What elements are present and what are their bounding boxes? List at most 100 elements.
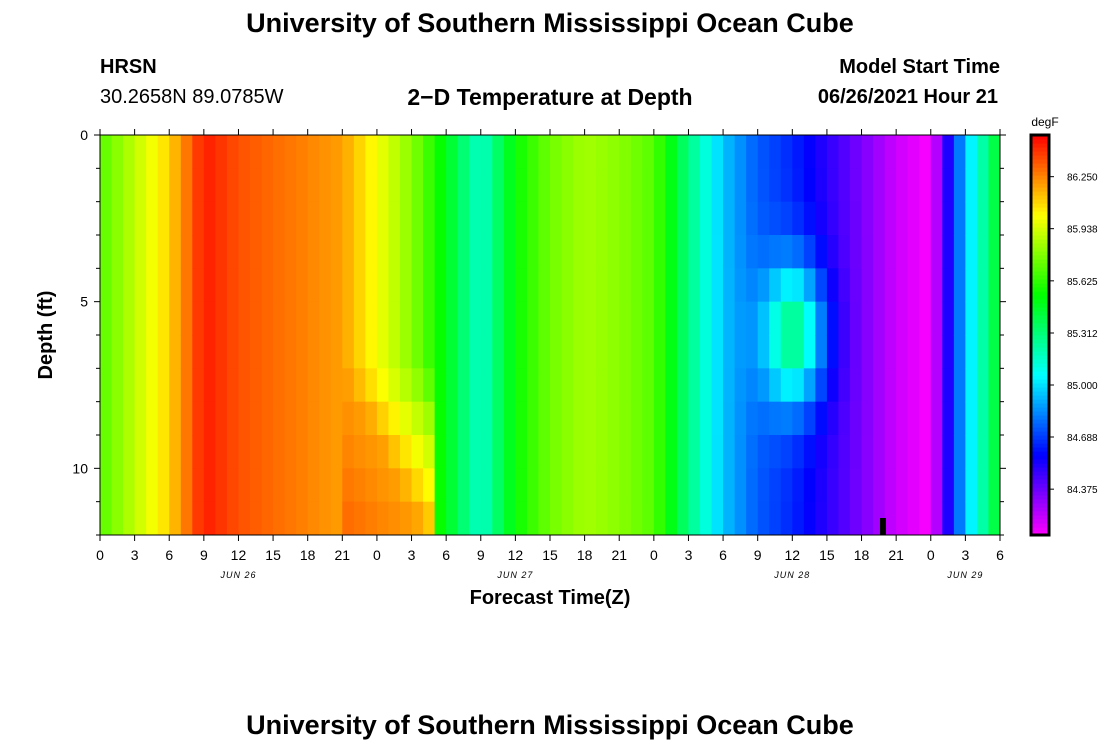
heatmap-cell — [503, 168, 516, 203]
heatmap-cell — [561, 368, 574, 403]
heatmap-cell — [584, 368, 597, 403]
heatmap-cell — [988, 301, 1000, 336]
heatmap-cell — [642, 301, 655, 336]
x-tick-label: 21 — [888, 547, 904, 563]
heatmap-cell — [907, 401, 920, 436]
x-tick-label: 6 — [719, 547, 727, 563]
heatmap-cell — [192, 401, 205, 436]
heatmap-cell — [676, 401, 690, 436]
heatmap-cell — [226, 468, 240, 503]
heatmap-cell — [653, 201, 666, 236]
heatmap-cell — [838, 368, 851, 403]
heatmap-cell — [988, 168, 1000, 203]
heatmap-cell — [896, 201, 909, 236]
heatmap-cell — [261, 201, 274, 236]
colorbar-segment — [1031, 239, 1049, 244]
heatmap-cell — [676, 201, 690, 236]
heatmap-cell — [930, 268, 943, 303]
heatmap-cell — [584, 401, 597, 436]
heatmap-cell — [423, 435, 436, 469]
heatmap-cell — [434, 501, 447, 535]
heatmap-cell — [307, 201, 320, 236]
heatmap-cell — [861, 135, 874, 169]
heatmap-cell — [492, 435, 505, 469]
heatmap-cell — [203, 268, 216, 303]
heatmap-cell — [226, 368, 240, 403]
heatmap-cell — [503, 368, 516, 403]
heatmap-cell — [273, 268, 286, 303]
date-label: JUN 29 — [946, 570, 983, 580]
heatmap-cell — [573, 368, 586, 403]
heatmap-cell — [250, 435, 263, 469]
heatmap-cell — [596, 301, 609, 336]
heatmap-cell — [376, 401, 390, 436]
heatmap-cell — [734, 335, 747, 369]
heatmap-cell — [307, 368, 320, 403]
heatmap-cell — [734, 235, 747, 269]
heatmap-cell — [400, 435, 413, 469]
heatmap-cell — [561, 401, 574, 436]
heatmap-cell — [353, 201, 366, 236]
x-tick-label: 15 — [542, 547, 558, 563]
heatmap-cell — [342, 368, 355, 403]
heatmap-cell — [607, 201, 620, 236]
heatmap-cell — [757, 335, 770, 369]
heatmap-cell — [134, 468, 147, 503]
heatmap-cell — [757, 168, 770, 203]
heatmap-cell — [515, 501, 528, 535]
heatmap-cell — [919, 435, 932, 469]
heatmap-cell — [873, 335, 886, 369]
heatmap-cell — [792, 268, 805, 303]
heatmap-cell — [330, 168, 343, 203]
heatmap-cell — [884, 135, 897, 169]
heatmap-cell — [330, 401, 343, 436]
heatmap-cell — [584, 268, 597, 303]
heatmap-cell — [561, 135, 574, 169]
heatmap-cell — [803, 301, 816, 336]
heatmap-cell — [296, 368, 309, 403]
heatmap-cell — [469, 168, 482, 203]
colorbar-segment — [1031, 395, 1049, 400]
heatmap-cell — [169, 368, 182, 403]
heatmap-cell — [826, 135, 840, 169]
heatmap-cell — [446, 235, 459, 269]
heatmap-cell — [850, 235, 863, 269]
heatmap-cell — [169, 301, 182, 336]
heatmap-cell — [769, 235, 782, 269]
heatmap-cell — [711, 468, 724, 503]
heatmap-cell — [203, 435, 216, 469]
heatmap-cell — [423, 135, 436, 169]
heatmap-cell — [515, 268, 528, 303]
heatmap-cell — [630, 268, 643, 303]
colorbar-segment — [1031, 355, 1049, 360]
heatmap-cell — [550, 268, 563, 303]
colorbar-segment — [1031, 159, 1049, 164]
colorbar-segment — [1031, 251, 1049, 256]
footer-title: University of Southern Mississippi Ocean… — [246, 710, 854, 740]
heatmap-cell — [596, 368, 609, 403]
heatmap-cell — [250, 301, 263, 336]
heatmap-cell — [780, 501, 793, 535]
heatmap-cell — [180, 368, 193, 403]
heatmap-cell — [780, 201, 793, 236]
colorbar-segment — [1031, 511, 1049, 516]
heatmap-cell — [976, 435, 990, 469]
heatmap-cell — [861, 168, 874, 203]
heatmap-cell — [573, 301, 586, 336]
colorbar-segment — [1031, 155, 1049, 160]
heatmap-cell — [480, 168, 493, 203]
heatmap-cell — [861, 301, 874, 336]
heatmap-cell — [550, 401, 563, 436]
heatmap-cell — [226, 201, 240, 236]
heatmap-cell — [584, 435, 597, 469]
x-tick-label: 15 — [819, 547, 835, 563]
heatmap-cell — [723, 168, 736, 203]
heatmap-cell — [919, 235, 932, 269]
heatmap-cell — [469, 435, 482, 469]
heatmap-cell — [630, 335, 643, 369]
heatmap-cell — [446, 468, 459, 503]
heatmap-cell — [400, 168, 413, 203]
heatmap-cell — [284, 168, 297, 203]
heatmap-cell — [619, 501, 632, 535]
colorbar-segment — [1031, 311, 1049, 316]
